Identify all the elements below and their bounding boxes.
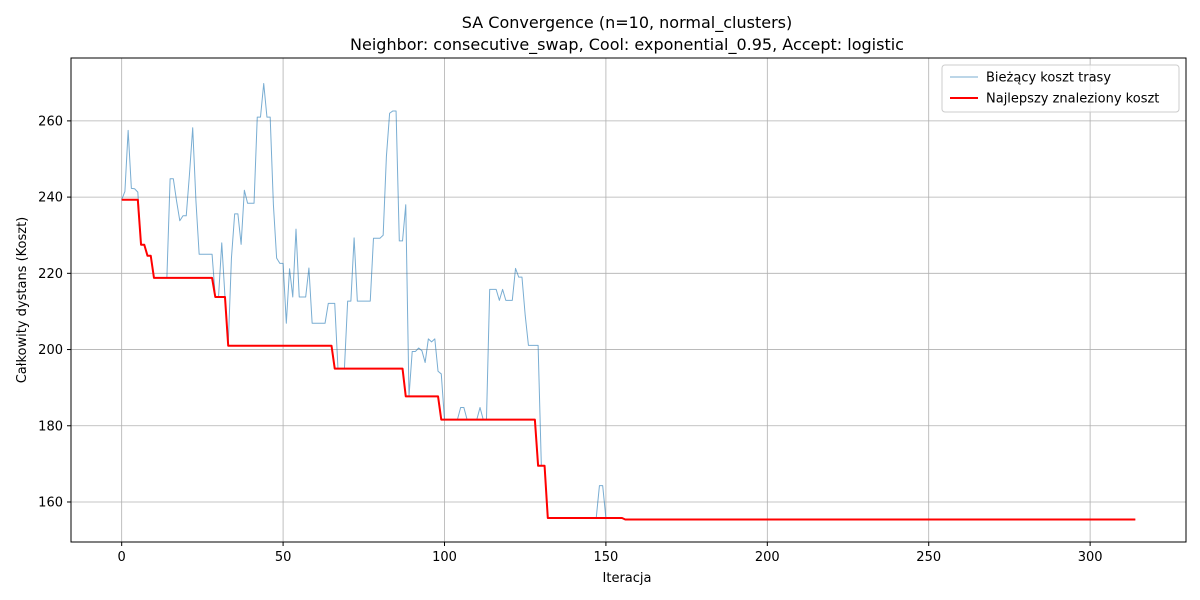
- y-axis-label: Całkowity dystans (Koszt): [15, 217, 30, 384]
- series-best-cost-line: [121, 198, 1136, 521]
- legend-label-best: Najlepszy znaleziony koszt: [986, 92, 1159, 107]
- legend-label-current: Bieżący koszt trasy: [986, 71, 1111, 86]
- y-tick-label: 220: [38, 267, 63, 282]
- x-tick-label: 300: [1078, 550, 1103, 565]
- y-tick-label: 240: [38, 191, 63, 206]
- x-tick-label: 250: [916, 550, 941, 565]
- legend: Bieżący koszt trasy Najlepszy znaleziony…: [941, 64, 1180, 113]
- y-tick-label: 160: [38, 495, 63, 510]
- axis-ticks: 0 50 100 150 200 250 300 160 180 200 220 240 260: [38, 114, 1102, 565]
- x-axis-label: Iteracja: [603, 571, 652, 586]
- x-tick-label: 200: [755, 550, 780, 565]
- grid: [71, 58, 1186, 542]
- series-layer: [121, 83, 1136, 521]
- x-tick-label: 50: [275, 550, 292, 565]
- legend-box: [941, 64, 1180, 113]
- x-tick-label: 150: [593, 550, 618, 565]
- y-tick-label: 180: [38, 419, 63, 434]
- chart-title: SA Convergence (n=10, normal_clusters): [462, 13, 792, 33]
- chart-subtitle: Neighbor: consecutive_swap, Cool: expone…: [350, 35, 904, 55]
- x-tick-label: 100: [432, 550, 457, 565]
- x-tick-label: 0: [118, 550, 126, 565]
- y-tick-label: 200: [38, 343, 63, 358]
- plot-frame: [70, 57, 1187, 543]
- series-current-cost-line: [121, 83, 1136, 521]
- y-tick-label: 260: [38, 114, 63, 129]
